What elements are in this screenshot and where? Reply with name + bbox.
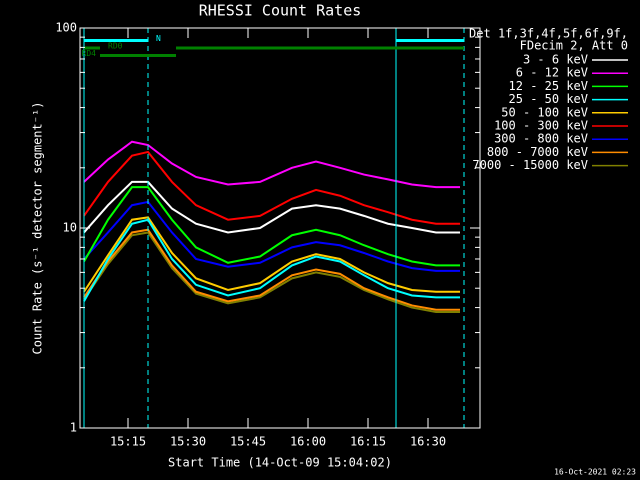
- series-line: [83, 186, 460, 267]
- series-line: [83, 216, 460, 293]
- series-line: [83, 150, 460, 225]
- legend-header: Det 1f,3f,4f,5f,6f,9f,: [469, 27, 628, 41]
- series-line: [83, 200, 460, 272]
- y-tick-label: 100: [55, 21, 77, 35]
- series-line: [83, 180, 460, 234]
- plot-area: [83, 140, 460, 314]
- series-line: [83, 231, 460, 314]
- state-label: RD0: [108, 42, 123, 51]
- x-tick-label: 16:15: [350, 435, 386, 449]
- legend-label: 12 - 25 keV: [509, 79, 588, 93]
- x-tick-label: 16:30: [410, 435, 446, 449]
- x-tick-label: 15:45: [230, 435, 266, 449]
- legend-label: 300 - 800 keV: [494, 132, 588, 146]
- legend-label: 6 - 12 keV: [516, 66, 588, 80]
- legend-header: FDecim 2, Att 0: [520, 39, 628, 53]
- x-tick-label: 15:30: [170, 435, 206, 449]
- series-line: [83, 228, 460, 311]
- legend-label: 50 - 100 keV: [501, 105, 588, 119]
- series-line: [83, 218, 460, 302]
- series-line: [83, 140, 460, 189]
- legend-label: 100 - 300 keV: [494, 119, 588, 133]
- y-tick-label: 1: [70, 421, 77, 435]
- legend-label: 3 - 6 keV: [523, 53, 588, 67]
- x-tick-label: 15:15: [110, 435, 146, 449]
- y-axis-label: Count Rate (s⁻¹ detector segment⁻¹): [31, 102, 45, 355]
- x-axis-label: Start Time (14-Oct-09 15:04:02): [168, 456, 392, 470]
- legend-label: 7000 - 15000 keV: [472, 158, 588, 172]
- state-label: N: [156, 34, 161, 43]
- y-tick-label: 10: [63, 221, 77, 235]
- legend-label: 800 - 7000 keV: [487, 145, 588, 159]
- footer-timestamp: 16-Oct-2021 02:23: [554, 468, 636, 477]
- x-tick-label: 16:00: [290, 435, 326, 449]
- legend-label: 25 - 50 keV: [509, 92, 588, 106]
- state-label: RD4: [82, 49, 97, 58]
- chart-title: RHESSI Count Rates: [199, 2, 362, 20]
